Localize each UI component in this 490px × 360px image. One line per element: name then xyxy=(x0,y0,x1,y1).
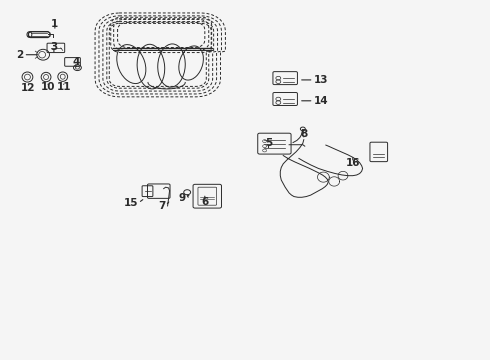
Text: 8: 8 xyxy=(300,129,307,139)
Text: 3: 3 xyxy=(50,42,57,52)
Text: 15: 15 xyxy=(123,198,138,208)
Text: 11: 11 xyxy=(56,82,71,92)
Text: 5: 5 xyxy=(265,138,272,148)
Text: 14: 14 xyxy=(314,96,328,106)
Text: 4: 4 xyxy=(72,57,80,67)
Text: 1: 1 xyxy=(51,19,58,30)
Text: 12: 12 xyxy=(21,83,36,93)
Text: 2: 2 xyxy=(16,50,24,60)
Text: 9: 9 xyxy=(178,193,185,203)
Text: 10: 10 xyxy=(41,82,55,92)
Text: 16: 16 xyxy=(345,158,360,168)
Text: 6: 6 xyxy=(201,197,208,207)
Text: 7: 7 xyxy=(158,201,166,211)
Text: 13: 13 xyxy=(314,75,328,85)
